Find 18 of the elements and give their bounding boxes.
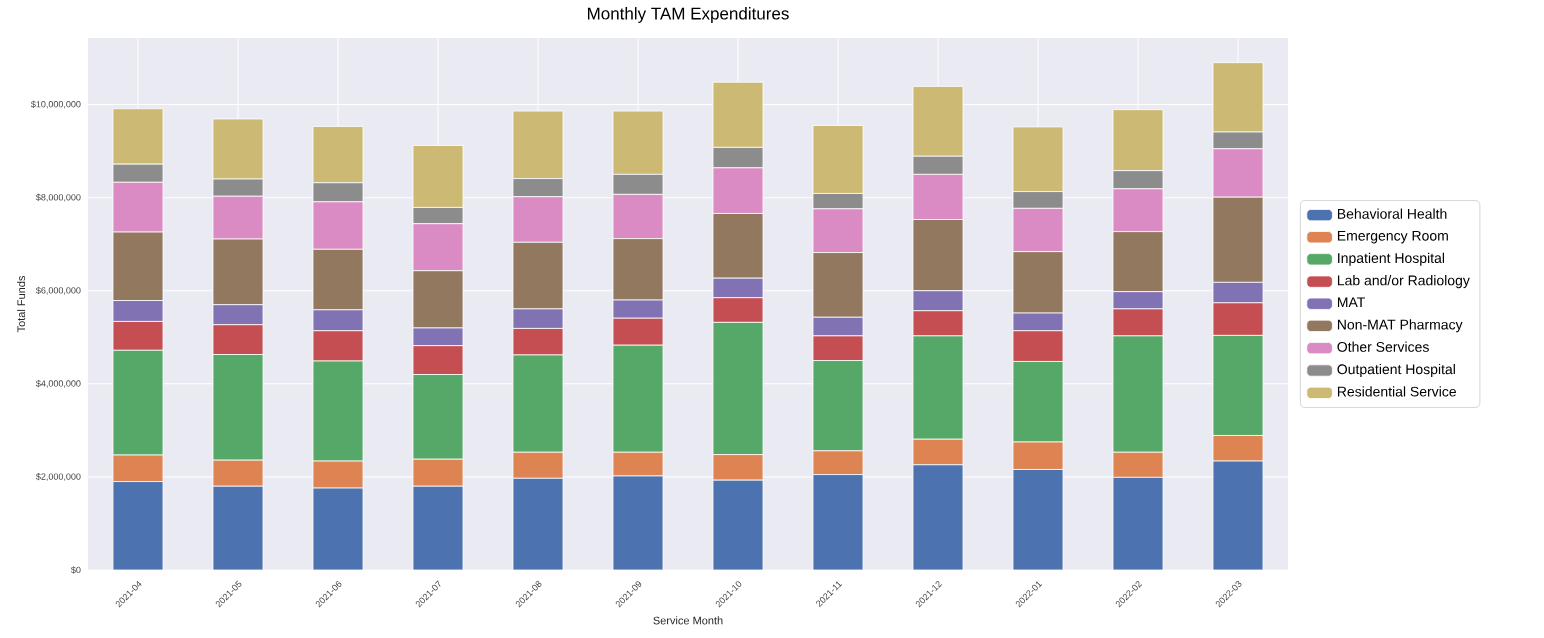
legend-label: Emergency Room — [1337, 230, 1448, 244]
legend-label: MAT — [1337, 297, 1365, 308]
legend-label: Outpatient Hospital — [1337, 363, 1455, 378]
x-axis-title: Service Month — [653, 616, 723, 625]
y-tick-label: $2,000,000 — [35, 473, 81, 481]
y-tick-label: $6,000,000 — [35, 286, 81, 295]
legend-label: Other Services — [1337, 341, 1429, 352]
y-tick-label: $10,000,000 — [30, 100, 81, 109]
legend-label: Non-MAT Pharmacy — [1337, 319, 1463, 333]
y-tick-label: $8,000,000 — [35, 193, 81, 202]
y-tick-label: $4,000,000 — [35, 379, 81, 388]
legend-label: Behavioral Health — [1337, 208, 1447, 219]
y-axis-title: Total Funds — [17, 275, 26, 333]
y-tick-label: $0 — [71, 566, 81, 574]
legend-label: Residential Service — [1337, 386, 1456, 397]
legend-label: Lab and/or Radiology — [1337, 275, 1470, 289]
legend-label: Inpatient Hospital — [1338, 252, 1445, 266]
chart-title: Monthly TAM Expenditures — [587, 7, 789, 23]
